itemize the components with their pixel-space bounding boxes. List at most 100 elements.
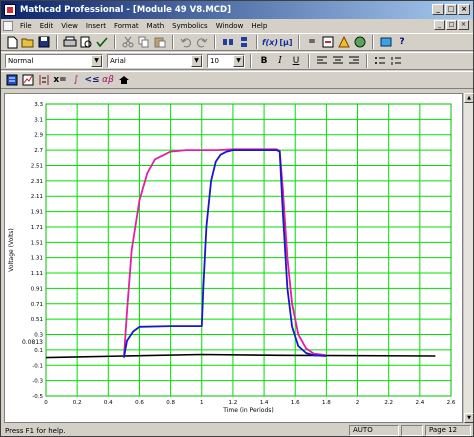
menu-window[interactable]: Window <box>215 22 244 30</box>
matrix-palette-icon[interactable] <box>37 73 51 87</box>
open-folder-icon[interactable] <box>21 35 35 49</box>
calculator-palette-icon[interactable] <box>5 73 19 87</box>
mathcad-app-icon[interactable] <box>4 4 16 16</box>
print-preview-icon[interactable] <box>79 35 93 49</box>
menu-math[interactable]: Math <box>146 22 165 30</box>
programming-palette-icon[interactable]: αβ <box>102 75 114 85</box>
vertical-scrollbar[interactable]: ▲ ▼ <box>463 93 474 423</box>
y-tick-label: 3.3 <box>34 102 43 108</box>
maximize-button[interactable]: □ <box>445 4 457 15</box>
y-tick-label: 1.71 <box>31 225 43 231</box>
series-line-3 <box>45 353 436 359</box>
evaluation-palette-icon[interactable]: x= <box>53 75 67 85</box>
toolbar-separator <box>172 35 174 49</box>
underline-button[interactable]: U <box>292 56 300 66</box>
undo-icon[interactable] <box>179 35 193 49</box>
menu-edit[interactable]: Edit <box>39 22 54 30</box>
toolbar-separator <box>308 54 310 68</box>
save-icon[interactable] <box>37 35 51 49</box>
greek-palette-icon[interactable] <box>117 73 131 87</box>
plot-frame <box>45 103 452 397</box>
paste-icon[interactable] <box>153 35 167 49</box>
cut-icon[interactable] <box>121 35 135 49</box>
new-document-icon[interactable] <box>5 35 19 49</box>
bullets-icon[interactable] <box>373 54 387 68</box>
graph-palette-icon[interactable] <box>21 73 35 87</box>
y-axis-annotation: 0.0813 <box>22 339 43 346</box>
x-tick-label: 0 <box>44 400 48 406</box>
y-tick-label: 2.11 <box>31 194 43 200</box>
math-toolbar: x= ∫ <≤ αβ <box>1 71 473 89</box>
insert-unit-icon[interactable]: [μ] <box>279 37 293 47</box>
menu-file[interactable]: File <box>20 22 32 30</box>
x-tick-label: 1.4 <box>260 400 269 406</box>
toolbar-separator <box>56 35 58 49</box>
document-icon[interactable] <box>3 21 13 31</box>
doc-minimize-button[interactable]: _ <box>434 20 445 30</box>
x-tick-label: 0.2 <box>73 400 82 406</box>
y-tick-label: 1.51 <box>31 240 43 246</box>
menu-help[interactable]: Help <box>251 22 268 30</box>
x-tick-label: 2 <box>356 400 360 406</box>
chevron-down-icon[interactable]: ▼ <box>91 55 102 67</box>
insert-function-icon[interactable]: f(x) <box>262 37 278 47</box>
align-left-icon[interactable] <box>315 54 329 68</box>
y-tick-label: 0.91 <box>31 286 43 292</box>
run-mathconnex-icon[interactable] <box>353 35 367 49</box>
y-tick-label: 1.31 <box>31 256 43 262</box>
toolbar-separator <box>250 54 252 68</box>
chevron-down-icon[interactable]: ▼ <box>191 55 202 67</box>
align-center-icon[interactable] <box>331 54 345 68</box>
resource-center-icon[interactable] <box>379 35 393 49</box>
toolbar-separator <box>256 35 258 49</box>
redo-icon[interactable] <box>195 35 209 49</box>
menu-format[interactable]: Format <box>113 22 139 30</box>
worksheet-area[interactable]: 3.3 3.1 2.9 2.7 2.51 2.31 2.11 1.91 1.71 1.51 1.31… <box>4 93 463 423</box>
minimize-button[interactable]: _ <box>432 4 444 15</box>
x-tick-label: 0.4 <box>104 400 113 406</box>
status-mode: AUTO <box>349 425 399 436</box>
y-tick-label: -0.5 <box>32 394 43 400</box>
menu-insert[interactable]: Insert <box>85 22 106 30</box>
calculate-icon[interactable]: = <box>308 37 316 47</box>
close-button[interactable]: × <box>458 4 470 15</box>
standard-toolbar: f(x) [μ] = ? <box>1 33 473 51</box>
title-bar[interactable]: Mathcad Professional - [Module 49 V8.MCD… <box>1 1 473 19</box>
y-tick-label: 2.7 <box>34 148 43 154</box>
align-right-icon[interactable] <box>347 54 361 68</box>
toolbar-separator <box>372 35 374 49</box>
font-select[interactable]: Arial ▼ <box>107 54 203 68</box>
voltage-time-plot[interactable]: 3.3 3.1 2.9 2.7 2.51 2.31 2.11 1.91 1.71 1.51 1.31… <box>5 94 462 422</box>
numbering-icon[interactable] <box>389 54 403 68</box>
scroll-down-icon[interactable]: ▼ <box>464 413 474 423</box>
x-tick-label: 1 <box>200 400 204 406</box>
status-message: Press F1 for help. <box>5 426 66 435</box>
spell-check-icon[interactable] <box>95 35 109 49</box>
style-select[interactable]: Normal ▼ <box>5 54 103 68</box>
print-icon[interactable] <box>63 35 77 49</box>
align-down-icon[interactable] <box>237 35 251 49</box>
calculus-palette-icon[interactable]: ∫ <box>73 75 79 85</box>
menu-view[interactable]: View <box>61 22 78 30</box>
chevron-down-icon[interactable]: ▼ <box>233 55 244 67</box>
italic-button[interactable]: I <box>278 56 282 66</box>
font-value: Arial <box>110 57 126 65</box>
doc-close-button[interactable]: × <box>458 20 469 30</box>
component-wizard-icon[interactable] <box>337 35 351 49</box>
help-icon[interactable]: ? <box>399 37 405 47</box>
plot-series <box>45 148 436 359</box>
scroll-up-icon[interactable]: ▲ <box>464 93 474 103</box>
y-tick-label: 3.1 <box>34 117 43 123</box>
bold-button[interactable]: B <box>260 56 268 66</box>
x-axis-label: Time (in Periods) <box>222 407 273 414</box>
doc-restore-button[interactable]: □ <box>446 20 457 30</box>
style-value: Normal <box>8 57 34 65</box>
boolean-palette-icon[interactable]: <≤ <box>84 75 100 85</box>
font-size-select[interactable]: 10 ▼ <box>207 54 245 68</box>
menu-symbolics[interactable]: Symbolics <box>172 22 208 30</box>
insert-hyperlink-icon[interactable] <box>321 35 335 49</box>
x-tick-label: 2.6 <box>447 400 456 406</box>
align-across-icon[interactable] <box>221 35 235 49</box>
copy-icon[interactable] <box>137 35 151 49</box>
